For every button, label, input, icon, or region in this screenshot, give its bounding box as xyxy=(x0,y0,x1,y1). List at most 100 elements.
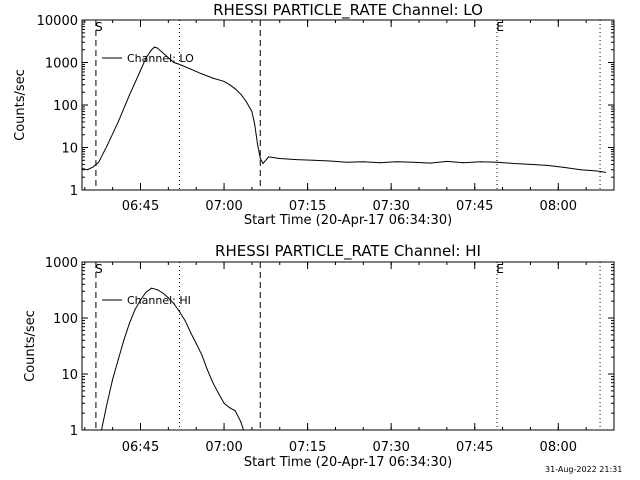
data-point xyxy=(212,77,214,79)
data-point xyxy=(254,123,256,125)
data-point xyxy=(156,47,158,49)
data-point xyxy=(145,57,147,59)
time-marker-label: S xyxy=(95,20,103,34)
y-tick-label: 1000 xyxy=(45,256,78,271)
data-point xyxy=(173,62,175,63)
chart-title: RHESSI PARTICLE_RATE Channel: HI xyxy=(215,242,481,261)
y-axis-label: Counts/sec xyxy=(13,69,28,141)
data-point xyxy=(87,169,89,171)
data-point xyxy=(81,168,83,170)
data-point xyxy=(251,111,253,113)
y-tick-label: 10 xyxy=(61,142,78,157)
y-tick-label: 100 xyxy=(53,99,78,114)
data-point xyxy=(245,101,247,103)
data-point xyxy=(217,392,219,394)
data-point xyxy=(596,170,598,172)
data-point xyxy=(190,68,192,70)
data-point xyxy=(178,311,180,313)
data-point xyxy=(229,407,231,409)
footer-timestamp: 31-Aug-2022 21:31 xyxy=(545,465,623,474)
series-line xyxy=(101,287,244,431)
data-point xyxy=(117,359,119,361)
data-point xyxy=(167,57,169,59)
data-point xyxy=(106,402,108,404)
data-point xyxy=(446,160,448,162)
data-point xyxy=(134,309,136,311)
data-point xyxy=(151,49,153,51)
x-tick-label: 07:00 xyxy=(205,440,242,455)
series-line xyxy=(81,46,606,173)
x-axis-label: Start Time (20-Apr-17 06:34:30) xyxy=(244,213,452,228)
data-point xyxy=(513,163,515,165)
x-tick-label: 08:00 xyxy=(540,440,577,455)
x-tick-label: 07:45 xyxy=(456,199,493,214)
data-point xyxy=(173,303,175,305)
data-point xyxy=(162,292,164,294)
data-point xyxy=(546,164,548,166)
data-point xyxy=(223,402,225,404)
chart-title: RHESSI PARTICLE_RATE Channel: LO xyxy=(213,1,483,20)
data-point xyxy=(98,161,100,163)
x-tick-label: 06:45 xyxy=(122,199,159,214)
data-point xyxy=(529,163,531,165)
data-point xyxy=(212,382,214,384)
data-point xyxy=(195,343,197,345)
data-point xyxy=(580,169,582,171)
data-point xyxy=(128,94,130,96)
data-point xyxy=(184,320,186,322)
x-tick-label: 07:30 xyxy=(372,199,409,214)
data-point xyxy=(106,145,108,147)
data-point xyxy=(346,161,348,163)
data-point xyxy=(117,121,119,123)
y-tick-label: 100 xyxy=(53,312,78,327)
data-point xyxy=(240,93,242,95)
data-point xyxy=(329,160,331,162)
data-point xyxy=(167,297,169,299)
data-point xyxy=(605,171,607,173)
x-tick-label: 07:15 xyxy=(289,199,326,214)
data-point xyxy=(229,84,231,86)
data-point xyxy=(112,378,114,380)
data-point xyxy=(312,159,314,161)
y-axis-label: Counts/sec xyxy=(23,310,38,382)
data-point xyxy=(412,161,414,163)
y-tick-label: 1000 xyxy=(45,57,78,72)
data-point xyxy=(279,158,281,160)
data-point xyxy=(100,429,102,431)
data-point xyxy=(396,161,398,163)
time-marker-label: E xyxy=(496,20,504,34)
data-point xyxy=(153,46,155,48)
data-point xyxy=(262,163,264,165)
data-point xyxy=(145,291,147,293)
time-marker-label: S xyxy=(95,262,103,276)
data-point xyxy=(162,52,164,54)
data-point xyxy=(234,88,236,90)
x-tick-label: 08:00 xyxy=(540,199,577,214)
x-tick-label: 07:15 xyxy=(289,440,326,455)
x-tick-label: 07:45 xyxy=(456,440,493,455)
time-marker-label: E xyxy=(496,262,504,276)
y-tick-label: 10000 xyxy=(37,14,78,29)
x-tick-label: 07:00 xyxy=(205,199,242,214)
data-point xyxy=(563,166,565,168)
data-point xyxy=(92,166,94,168)
data-point xyxy=(123,339,125,341)
data-point xyxy=(223,80,225,82)
data-point xyxy=(479,161,481,163)
data-point xyxy=(496,161,498,163)
data-point xyxy=(190,332,192,334)
data-point xyxy=(128,322,130,324)
data-point xyxy=(151,287,153,289)
legend-label: Channel: HI xyxy=(127,294,191,307)
data-point xyxy=(240,421,242,423)
data-point xyxy=(201,354,203,356)
data-point xyxy=(206,369,208,371)
data-point xyxy=(259,158,261,160)
legend-label: Channel: LO xyxy=(127,52,194,65)
x-tick-label: 06:45 xyxy=(122,440,159,455)
y-tick-label: 10 xyxy=(61,368,78,383)
data-point xyxy=(256,143,258,145)
x-axis-label: Start Time (20-Apr-17 06:34:30) xyxy=(244,455,452,470)
